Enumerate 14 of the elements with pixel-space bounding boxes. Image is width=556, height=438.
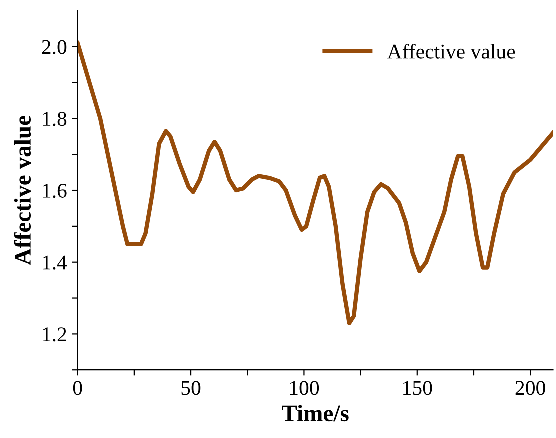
y-tick-label: 1.8	[43, 112, 67, 126]
x-tick-label: 50	[182, 381, 201, 396]
y-axis-title: Affective value	[14, 116, 32, 266]
y-tick-label: 1.2	[43, 328, 66, 342]
x-tick-label: 200	[516, 381, 546, 396]
x-tick-label: 0	[73, 381, 82, 396]
y-tick-label: 2.0	[42, 40, 67, 54]
x-axis-title: Time/s	[282, 404, 349, 422]
line-series	[78, 41, 554, 326]
x-tick-label: 100	[290, 381, 320, 396]
y-tick-label: 1.4	[43, 256, 68, 270]
x-tick-label: 150	[404, 381, 432, 396]
y-tick-label: 1.6	[43, 184, 67, 198]
legend-label: Affective value	[387, 44, 516, 59]
